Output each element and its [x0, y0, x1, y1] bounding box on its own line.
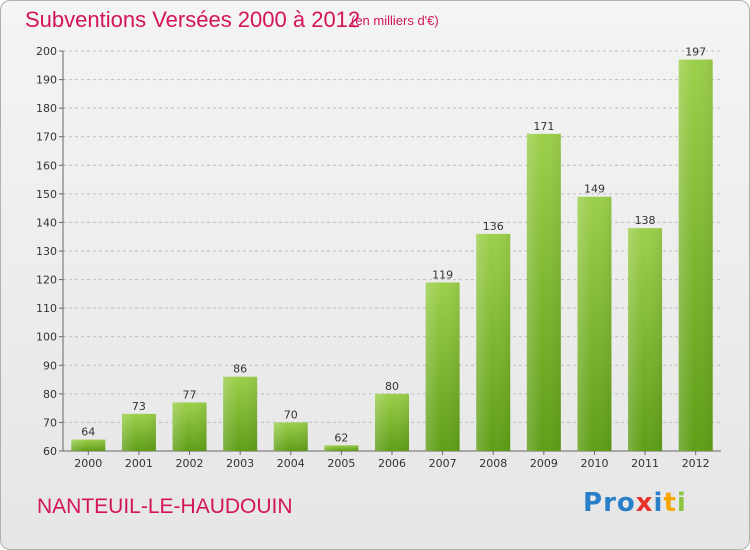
x-tick-label: 2011: [631, 457, 659, 470]
x-axis-ticks: 2000 2001 2002 2003 2004 2005 2006 2007 2008 2009…: [74, 451, 710, 470]
data-label: 149: [584, 183, 605, 196]
y-tick-label: 200: [36, 45, 57, 58]
data-label: 136: [483, 220, 504, 233]
x-tick-label: 2000: [74, 457, 102, 470]
bars: [71, 59, 713, 451]
x-tick-label: 2005: [327, 457, 355, 470]
y-tick-label: 170: [36, 131, 57, 144]
bar-highlight: [476, 233, 511, 451]
bar-highlight: [577, 196, 612, 451]
data-label: 119: [432, 268, 453, 281]
data-label: 77: [183, 388, 197, 401]
bar-highlight: [121, 413, 156, 451]
data-label: 62: [334, 431, 348, 444]
x-tick-label: 2002: [176, 457, 204, 470]
data-labels: 64 73 77 86 70 62 80 119 136 171 149 138 197: [81, 46, 706, 445]
bar-highlight: [526, 133, 561, 451]
x-tick-label: 2010: [580, 457, 608, 470]
bar-highlight: [678, 59, 713, 451]
logo-letter: t: [663, 488, 677, 518]
y-tick-label: 110: [36, 302, 57, 315]
y-tick-label: 190: [36, 74, 57, 87]
y-tick-label: 120: [36, 274, 57, 287]
x-tick-label: 2004: [277, 457, 305, 470]
y-tick-label: 60: [43, 445, 57, 458]
data-label: 138: [635, 214, 656, 227]
data-label: 73: [132, 400, 146, 413]
commune-name: NANTEUIL-LE-HAUDOUIN: [37, 495, 293, 518]
logo-letter: P: [583, 488, 604, 518]
x-tick-label: 2003: [226, 457, 254, 470]
y-tick-label: 160: [36, 159, 57, 172]
y-tick-label: 90: [43, 359, 57, 372]
data-label: 80: [385, 380, 399, 393]
proxiti-logo[interactable]: Proxiti: [583, 488, 687, 518]
data-label: 171: [533, 120, 554, 133]
bar-highlight: [172, 402, 207, 451]
bar-highlight: [71, 439, 106, 451]
x-tick-label: 2001: [125, 457, 153, 470]
logo-letter: r: [603, 488, 617, 518]
data-label: 197: [685, 46, 706, 59]
bar-highlight: [273, 422, 308, 451]
bar-highlight: [324, 445, 359, 451]
y-tick-label: 130: [36, 245, 57, 258]
x-tick-label: 2007: [429, 457, 457, 470]
data-label: 70: [284, 408, 298, 421]
bar-highlight: [628, 228, 663, 451]
data-label: 64: [81, 426, 95, 439]
logo-letter: o: [616, 488, 636, 518]
bar-highlight: [425, 282, 460, 451]
y-axis-ticks: 60 70 80 90 100 110 120 130 140 150 160 170 180 190 20…: [36, 45, 63, 458]
bar-highlight: [223, 376, 258, 451]
x-tick-label: 2008: [479, 457, 507, 470]
x-tick-label: 2006: [378, 457, 406, 470]
x-tick-label: 2012: [682, 457, 710, 470]
logo-letter: i: [676, 488, 687, 518]
chart-title: Subventions Versées 2000 à 2012: [25, 7, 361, 32]
y-tick-label: 150: [36, 188, 57, 201]
y-tick-label: 140: [36, 216, 57, 229]
logo-letter: i: [653, 488, 664, 518]
y-tick-label: 180: [36, 102, 57, 115]
chart-subtitle: (en milliers d'€): [351, 13, 439, 28]
x-tick-label: 2009: [530, 457, 558, 470]
y-tick-label: 80: [43, 388, 57, 401]
logo-letter: x: [635, 488, 654, 518]
data-label: 86: [233, 363, 247, 376]
bar-highlight: [375, 393, 409, 451]
y-tick-label: 70: [43, 416, 57, 429]
y-tick-label: 100: [36, 331, 57, 344]
